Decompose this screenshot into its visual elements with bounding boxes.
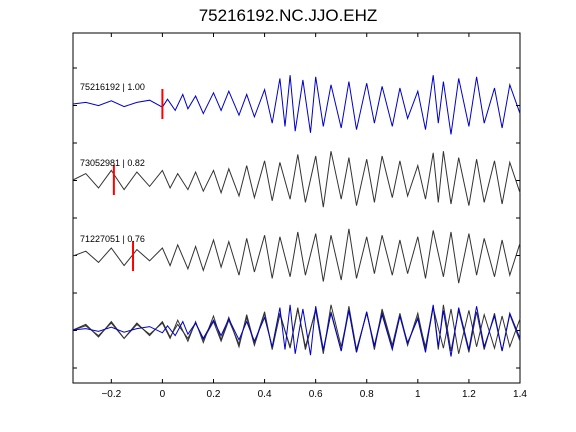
trace-label: 71227051 | 0.76 [80,234,145,244]
x-tick-label: −0.2 [101,389,121,400]
overlay-trace-line [72,304,521,357]
x-tick-label: 0.4 [258,389,272,400]
x-ticks: −0.2 0 0.2 0.4 0.6 0.8 1 1.2 1.4 [101,33,527,400]
x-tick-label: 0.2 [207,389,221,400]
chart-title: 75216192.NC.JJO.EHZ [198,6,378,25]
overlay-trace-line [72,306,521,354]
x-tick-label: 0 [160,389,166,400]
x-tick-label: 1.2 [462,389,476,400]
trace-line [72,151,521,208]
x-tick-label: 1.4 [513,389,527,400]
x-tick-label: 0.6 [309,389,323,400]
trace-line [72,75,521,135]
plot-frame [72,32,521,384]
trace-label: 75216192 | 1.00 [80,82,145,92]
trace-label: 73052981 | 0.82 [80,158,145,168]
x-tick-label: 1 [415,389,421,400]
trace-line [72,228,521,284]
x-tick-label: 0.8 [360,389,374,400]
traces: 75216192 | 1.00 73052981 | 0.82 71227051 |… [72,75,521,357]
